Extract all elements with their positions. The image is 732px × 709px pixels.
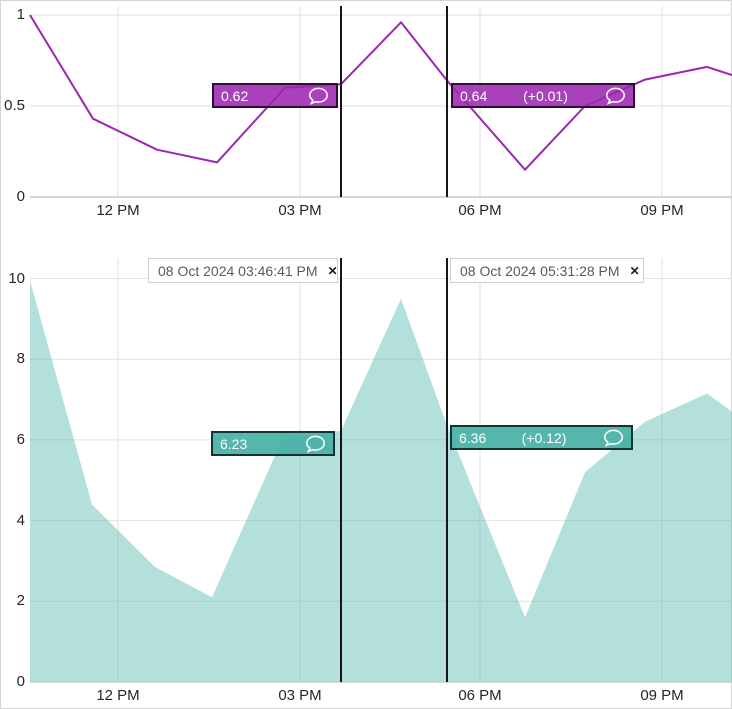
badge-delta: (+0.12) [521, 429, 567, 446]
cursor2-bottom-value-badge[interactable]: 6.36 (+0.12) [450, 425, 633, 450]
x-tick-label: 06 PM [458, 202, 502, 219]
y-tick-label: 0.5 [4, 97, 25, 114]
cursor2-timestamp-box: 08 Oct 2024 05:31:28 PM ✕ [450, 258, 644, 283]
comment-icon[interactable] [605, 87, 626, 105]
comment-icon[interactable] [603, 429, 624, 447]
cursor2-top-value-badge[interactable]: 0.64 (+0.01) [451, 83, 635, 108]
y-tick-label: 10 [8, 269, 25, 287]
y-tick-label: 4 [16, 511, 25, 529]
cursor1-timestamp-box: 08 Oct 2024 03:46:41 PM ✕ [148, 258, 338, 283]
x-tick-label: 09 PM [640, 202, 684, 219]
badge-delta: (+0.01) [523, 87, 568, 104]
cursor1-timestamp-text: 08 Oct 2024 03:46:41 PM [158, 262, 318, 279]
comment-icon[interactable] [305, 435, 326, 453]
area-series [30, 280, 732, 682]
cursor1-top-value-badge[interactable]: 0.62 [212, 83, 338, 108]
x-tick-label: 03 PM [278, 202, 322, 219]
badge-value: 6.36 [459, 429, 487, 446]
cursor2-timestamp-text: 08 Oct 2024 05:31:28 PM [460, 262, 620, 279]
y-tick-label: 0 [16, 188, 25, 205]
comment-icon[interactable] [308, 87, 329, 105]
cursor2-line-top-chart[interactable] [446, 6, 448, 197]
y-tick-label: 0 [16, 673, 25, 690]
y-tick-label: 6 [16, 430, 25, 448]
badge-value: 6.23 [220, 435, 248, 452]
badge-value: 0.62 [221, 87, 249, 104]
close-icon[interactable]: ✕ [327, 263, 338, 278]
x-tick-label: 09 PM [640, 687, 684, 704]
badge-value: 0.64 [460, 87, 488, 104]
x-tick-label: 03 PM [278, 687, 322, 704]
cursor1-bottom-value-badge[interactable]: 6.23 [211, 431, 335, 456]
y-tick-label: 1 [16, 6, 25, 23]
x-tick-label: 06 PM [458, 687, 502, 704]
x-tick-label: 12 PM [96, 202, 140, 219]
cursor2-line-bottom-chart[interactable] [446, 258, 448, 682]
line-series [29, 14, 732, 171]
y-tick-label: 2 [16, 592, 25, 610]
cursor1-line-bottom-chart[interactable] [340, 258, 342, 682]
close-icon[interactable]: ✕ [629, 263, 640, 278]
cursor1-line-top-chart[interactable] [340, 6, 342, 197]
y-tick-label: 8 [16, 350, 25, 368]
x-tick-label: 12 PM [96, 687, 140, 704]
